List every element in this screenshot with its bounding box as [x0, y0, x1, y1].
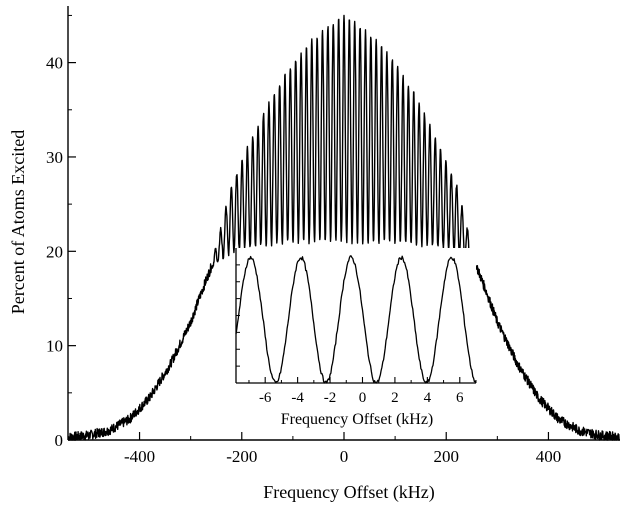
y-tick-label: 20 — [46, 242, 63, 261]
inset-data-line — [235, 255, 477, 384]
x-tick-label: -400 — [124, 447, 155, 466]
inset-x-axis-title: Frequency Offset (kHz) — [281, 411, 434, 428]
inset-ticks — [236, 264, 477, 383]
x-axis-title: Frequency Offset (kHz) — [263, 482, 435, 503]
y-tick-label: 0 — [55, 431, 64, 450]
main-ticks — [68, 14, 601, 441]
y-tick-label: 30 — [46, 148, 63, 167]
inset-x-tick-label: 2 — [391, 390, 399, 406]
inset-x-tick-label: -2 — [324, 390, 337, 406]
x-tick-label: 200 — [433, 447, 459, 466]
y-tick-label: 10 — [46, 337, 63, 356]
inset-x-tick-label: 0 — [359, 390, 367, 406]
x-tick-label: 0 — [340, 447, 349, 466]
inset-tick-labels: -6 -4 -2 0 2 4 6 — [259, 390, 464, 406]
inset-plot: -6 -4 -2 0 2 4 6 Frequency Offset (kHz) — [235, 248, 477, 428]
inset-x-tick-label: -6 — [259, 390, 272, 406]
main-data-line — [67, 14, 620, 441]
inset-x-tick-label: 4 — [424, 390, 432, 406]
inset-x-tick-label: -4 — [291, 390, 304, 406]
x-tick-label: 400 — [536, 447, 562, 466]
x-tick-label: -200 — [226, 447, 257, 466]
y-tick-label: 40 — [46, 54, 63, 73]
y-axis-title: Percent of Atoms Excited — [8, 130, 28, 314]
inset-x-tick-label: 6 — [456, 390, 464, 406]
